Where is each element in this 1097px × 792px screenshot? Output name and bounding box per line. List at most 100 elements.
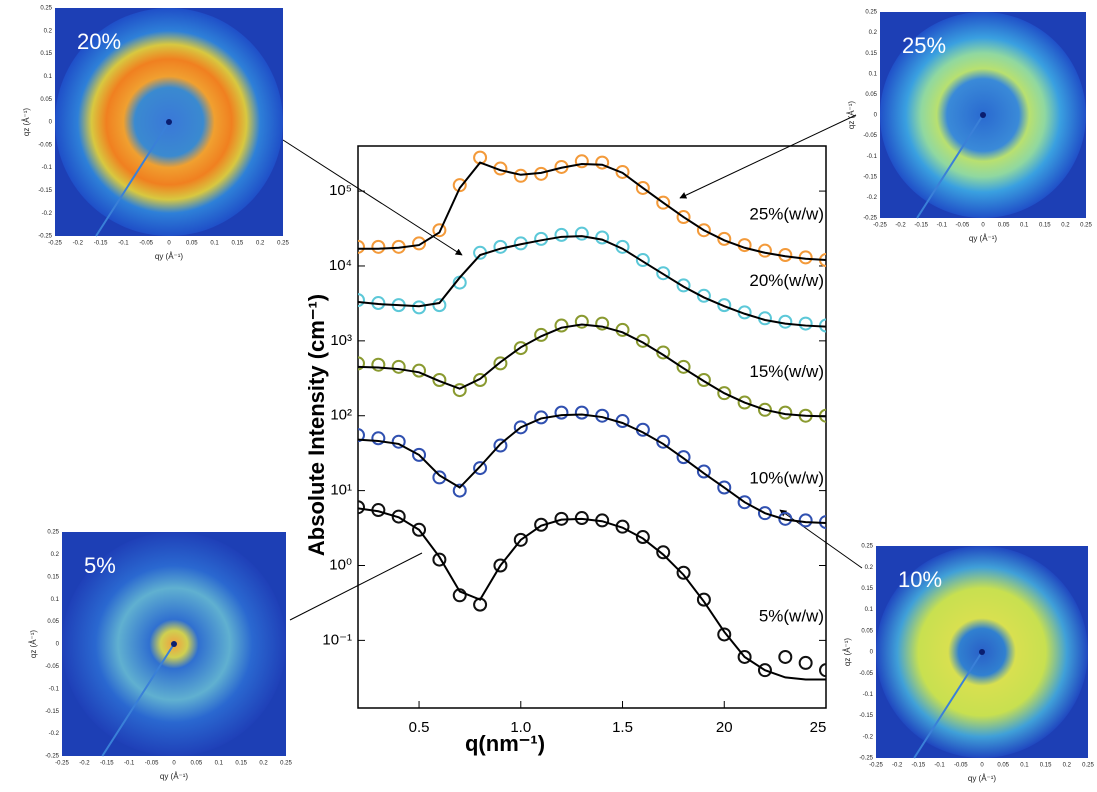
data-point (676, 450, 691, 465)
data-point (696, 464, 711, 479)
data-point (391, 434, 406, 449)
data-point (757, 402, 772, 417)
series (358, 226, 826, 333)
beam-center (980, 112, 986, 118)
panel-y-label: qz (Å⁻¹) (29, 630, 38, 659)
panel-y-tick: 0.25 (40, 6, 52, 12)
panel-x-tick: -0.1 (118, 241, 129, 247)
data-point (819, 663, 826, 678)
data-point (635, 180, 650, 195)
beam-center (166, 119, 172, 125)
panel-y-tick: -0.2 (49, 731, 60, 737)
data-point (554, 318, 569, 333)
panel-x-tick: 0.2 (1061, 223, 1070, 229)
panel-label: 20% (77, 29, 121, 54)
panel-x-label: qy (Å⁻¹) (968, 774, 997, 783)
y-tick-label: 10² (330, 407, 352, 424)
x-axis-label: q(nm⁻¹) (465, 731, 545, 756)
data-point (717, 480, 732, 495)
data-point (635, 530, 650, 545)
data-point (574, 226, 589, 241)
data-point (412, 300, 427, 315)
data-point (778, 511, 793, 526)
x-tick-label: 20 (716, 719, 733, 736)
panel-y-tick: -0.15 (45, 709, 59, 715)
panel-x-tick: 0 (980, 763, 984, 769)
panel-x-tick: 0.1 (1020, 763, 1029, 769)
panel-x-tick: -0.15 (100, 761, 114, 767)
panel-y-tick: -0.05 (38, 142, 52, 148)
panel-y-tick: -0.2 (863, 734, 874, 740)
panel-x-tick: -0.2 (79, 761, 90, 767)
panel-y-tick: -0.25 (859, 756, 873, 762)
detector-panel: 20% -0.25-0.25 -0.2 -0.2 -0.15 -0.15 -0.1 -0.1 -… (22, 6, 289, 262)
series-label: 10%(w/w) (749, 468, 824, 487)
panel-x-tick: 0.25 (277, 241, 289, 247)
panel-x-tick: -0.05 (954, 763, 968, 769)
data-point (757, 243, 772, 258)
data-point (554, 405, 569, 420)
data-point (391, 509, 406, 524)
panel-y-tick: 0.15 (40, 51, 52, 57)
panel-y-tick: 0.05 (865, 92, 877, 98)
data-point (676, 359, 691, 374)
data-point (696, 592, 711, 607)
fit-line (358, 413, 826, 524)
panel-y-tick: 0.1 (865, 607, 874, 613)
panel-y-label: qz (Å⁻¹) (843, 638, 852, 667)
panel-x-tick: 0.25 (280, 761, 292, 767)
data-point (391, 359, 406, 374)
data-point (717, 386, 732, 401)
beamstop (95, 121, 170, 237)
data-point (717, 298, 732, 313)
panel-y-tick: -0.2 (867, 195, 878, 201)
y-tick-label: 10¹ (330, 482, 352, 499)
beamstop (101, 643, 175, 757)
panel-x-tick: 0.05 (191, 761, 203, 767)
data-point (696, 223, 711, 238)
data-point (635, 253, 650, 268)
panel-y-tick: -0.25 (863, 216, 877, 222)
data-point (412, 522, 427, 537)
panel-x-tick: 0.1 (1020, 223, 1029, 229)
data-point (595, 316, 610, 331)
panel-x-label: qy (Å⁻¹) (160, 772, 189, 781)
panel-x-tick: -0.2 (892, 763, 903, 769)
beam-center (171, 641, 177, 647)
data-point (412, 447, 427, 462)
panel-x-tick: 0.05 (998, 223, 1010, 229)
data-point (635, 333, 650, 348)
panel-y-tick: -0.1 (42, 165, 53, 171)
x-tick-label: 0.5 (409, 719, 430, 736)
panel-y-tick: 0.2 (44, 28, 53, 34)
data-point (432, 298, 447, 313)
data-point (676, 565, 691, 580)
data-point (757, 663, 772, 678)
panel-x-tick: -0.2 (895, 223, 906, 229)
data-point (452, 588, 467, 603)
series (358, 314, 826, 423)
panel-x-tick: 0 (981, 223, 985, 229)
panel-x-tick: -0.05 (956, 223, 970, 229)
panel-y-tick: 0 (49, 120, 53, 126)
panel-y-tick: 0.25 (47, 530, 59, 536)
panel-y-tick: 0.05 (40, 97, 52, 103)
beamstop (916, 114, 984, 219)
panel-x-tick: 0.2 (1063, 763, 1072, 769)
data-point (493, 356, 508, 371)
panel-x-tick: -0.2 (73, 241, 84, 247)
data-point (452, 483, 467, 498)
data-point (676, 278, 691, 293)
y-axis-label: Absolute Intensity (cm⁻¹) (304, 294, 329, 556)
panel-y-tick: -0.05 (45, 664, 59, 670)
detector-panel: 5% -0.25-0.25 -0.2 -0.2 -0.15 -0.15 -0.1 -0.1 -0… (29, 530, 292, 782)
panel-label: 5% (84, 553, 116, 578)
panel-y-tick: -0.25 (45, 754, 59, 760)
data-point (371, 239, 386, 254)
fit-line (358, 507, 826, 681)
panel-x-tick: 0.2 (259, 761, 268, 767)
data-point (371, 357, 386, 372)
data-point (696, 288, 711, 303)
panel-x-tick: -0.1 (124, 761, 135, 767)
